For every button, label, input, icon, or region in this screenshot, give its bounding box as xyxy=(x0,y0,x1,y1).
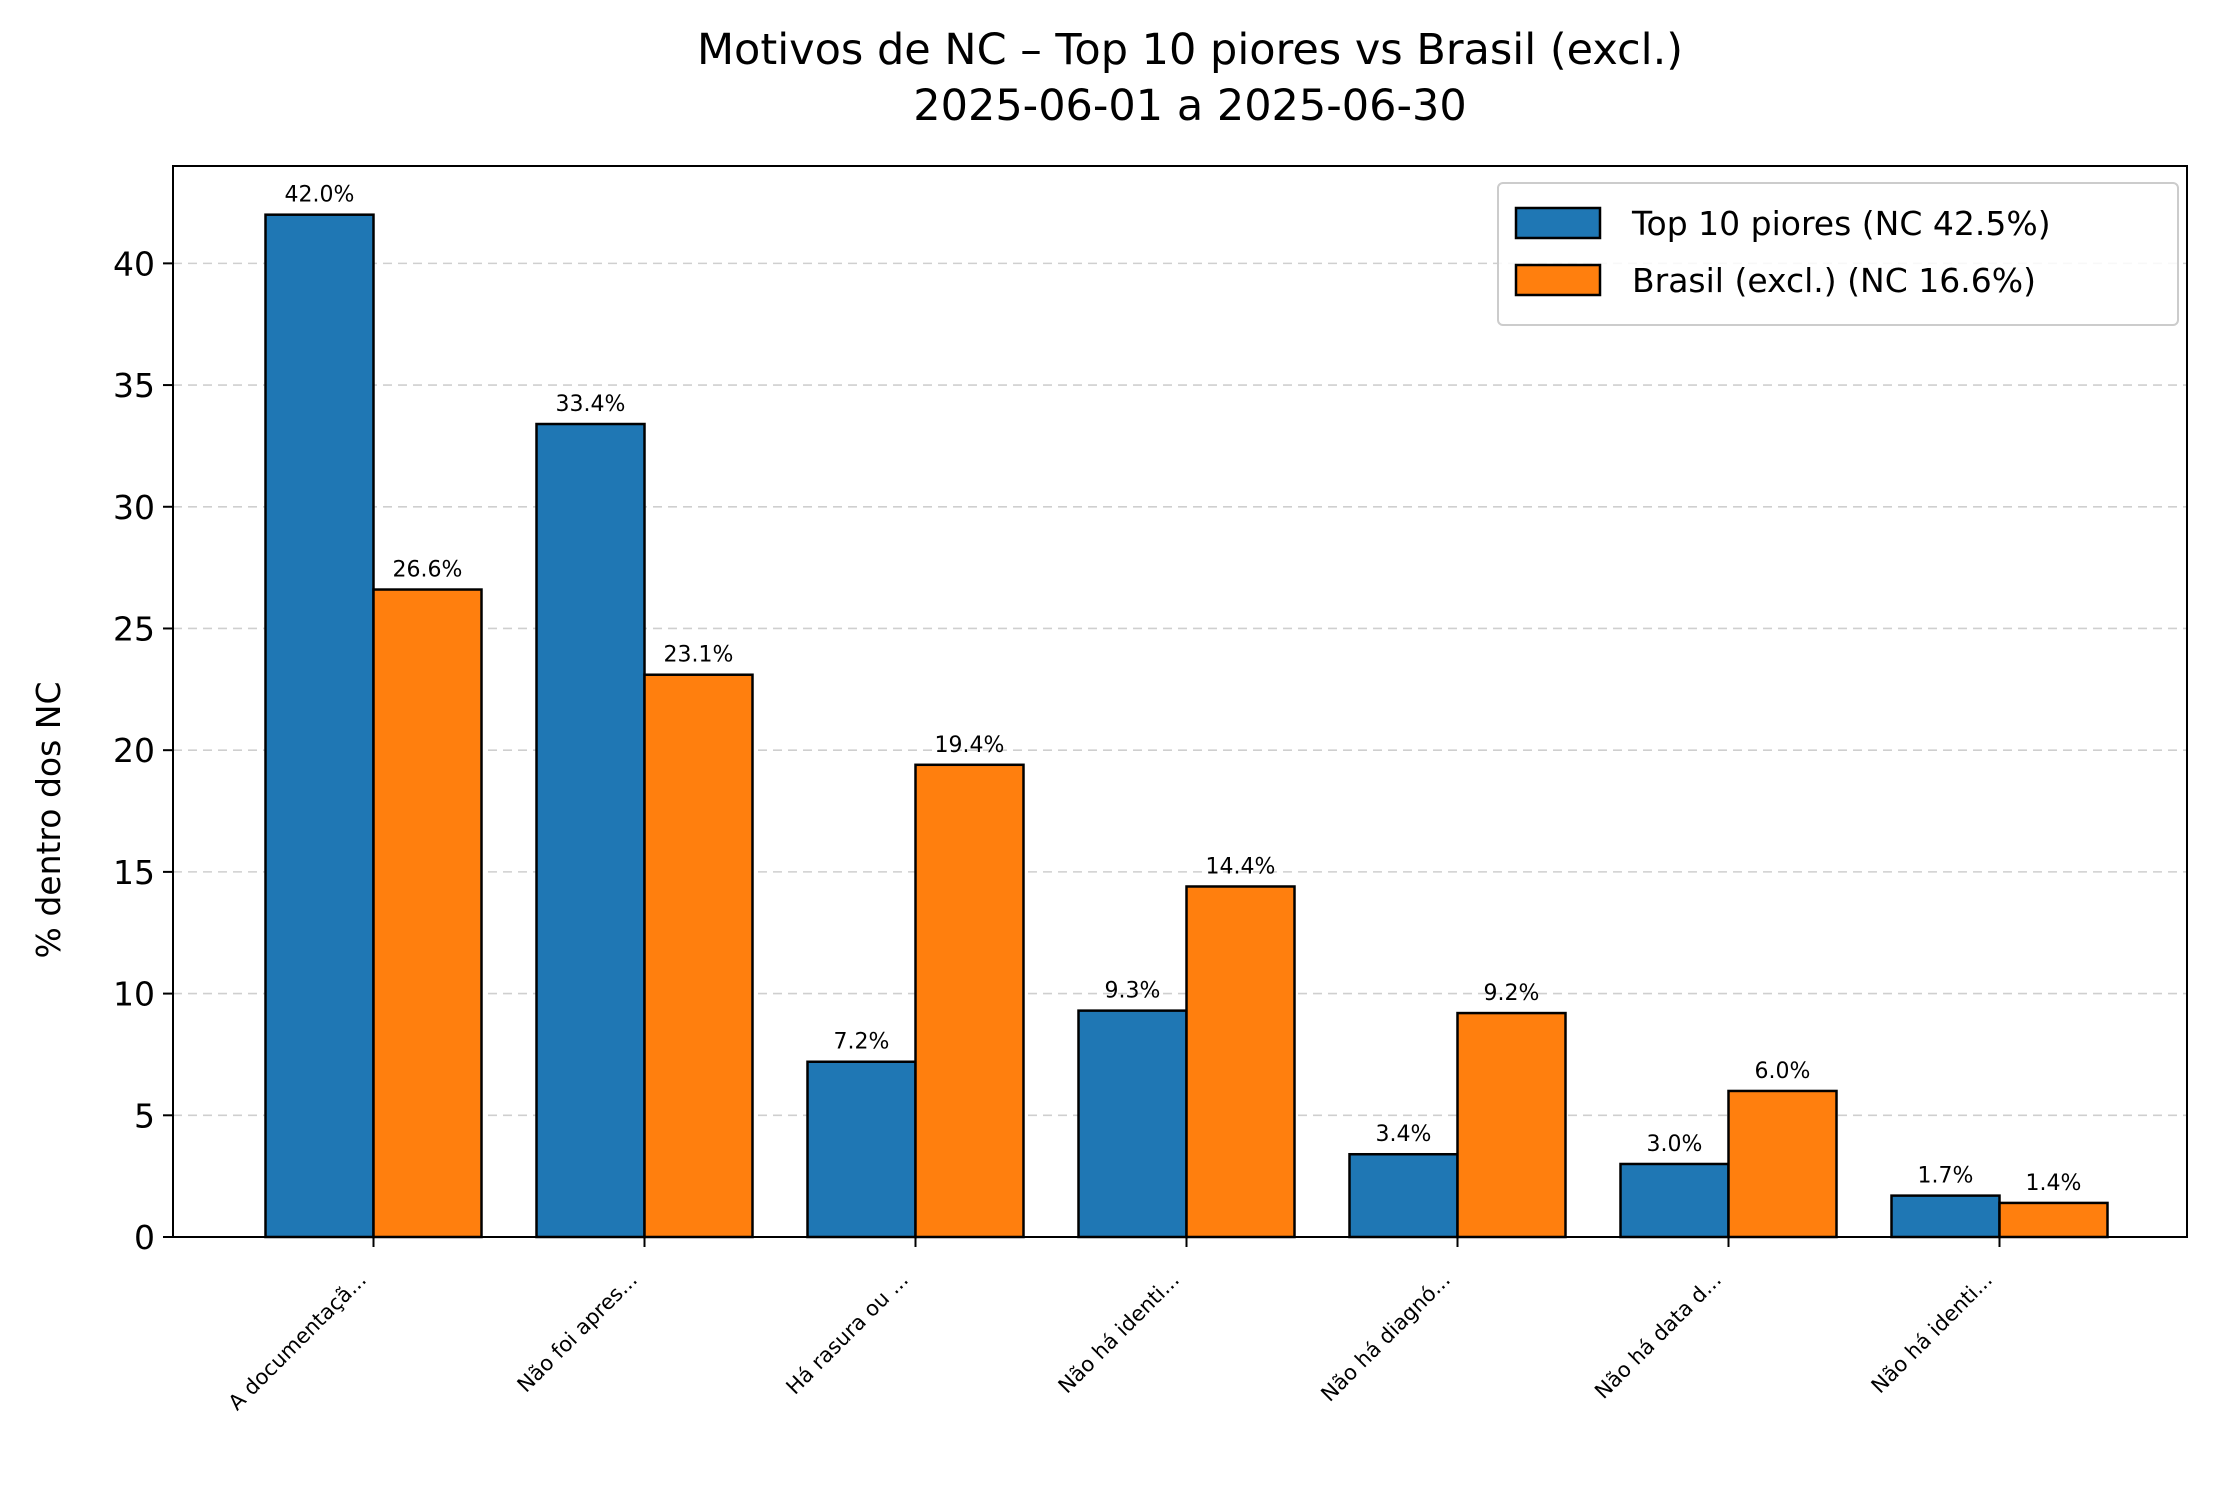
x-tick-label: A documentaçã... xyxy=(224,1268,371,1415)
legend-box xyxy=(1497,182,2179,326)
bar-top10 xyxy=(264,213,375,1239)
x-tick-label: Não foi apres... xyxy=(513,1268,642,1397)
data-label: 14.4% xyxy=(1206,854,1276,879)
bar-top10 xyxy=(1348,1152,1459,1239)
legend-label: Top 10 piores (NC 42.5%) xyxy=(1631,204,2051,243)
bar-brasil xyxy=(1727,1089,1838,1239)
bar-brasil xyxy=(914,763,1025,1239)
data-label: 3.0% xyxy=(1647,1132,1703,1157)
bar-brasil xyxy=(1185,885,1296,1239)
data-label: 9.2% xyxy=(1484,981,1540,1006)
chart-subtitle: 2025-06-01 a 2025-06-30 xyxy=(913,81,1466,131)
legend-swatch xyxy=(1514,263,1602,297)
bar-top10 xyxy=(1890,1194,2001,1239)
data-label: 7.2% xyxy=(834,1030,890,1055)
y-tick-label: 35 xyxy=(113,366,155,405)
data-label: 19.4% xyxy=(935,733,1005,758)
y-tick-label: 0 xyxy=(134,1218,155,1257)
data-label: 26.6% xyxy=(393,558,463,583)
data-label: 6.0% xyxy=(1755,1059,1811,1084)
x-tick-label: Não há diagnó... xyxy=(1316,1268,1455,1407)
data-label: 33.4% xyxy=(556,392,626,417)
bar-brasil xyxy=(372,588,483,1239)
bar-top10 xyxy=(1077,1009,1188,1239)
data-label: 1.4% xyxy=(2026,1171,2082,1196)
bar-top10 xyxy=(535,422,646,1239)
bar-brasil xyxy=(1456,1011,1567,1239)
bars xyxy=(264,213,2109,1239)
data-label: 23.1% xyxy=(664,643,734,668)
bar-brasil xyxy=(1998,1201,2109,1239)
bar-top10 xyxy=(806,1060,917,1239)
x-tick-label: Não há identi... xyxy=(1867,1268,1997,1398)
bar-top10 xyxy=(1619,1162,1730,1239)
legend-label: Brasil (excl.) (NC 16.6%) xyxy=(1632,261,2036,300)
legend: Top 10 piores (NC 42.5%) Brasil (excl.) (… xyxy=(1497,182,2179,326)
y-tick-label: 30 xyxy=(113,488,155,527)
y-tick-label: 25 xyxy=(113,609,155,648)
y-tick-label: 20 xyxy=(113,731,155,770)
chart-title: Motivos de NC – Top 10 piores vs Brasil … xyxy=(697,25,1683,75)
y-tick-label: 5 xyxy=(134,1096,155,1135)
grid-lines xyxy=(173,262,2187,1117)
y-tick-label: 10 xyxy=(113,975,155,1014)
y-axis-label: % dentro dos NC xyxy=(29,681,68,958)
legend-swatch xyxy=(1514,206,1602,240)
x-tick-label: Há rasura ou ... xyxy=(781,1268,913,1400)
data-label: 42.0% xyxy=(285,183,355,208)
bar-brasil xyxy=(643,673,754,1239)
data-label: 3.4% xyxy=(1376,1122,1432,1147)
y-tick-label: 15 xyxy=(113,853,155,892)
x-tick-label: Não há identi... xyxy=(1054,1268,1184,1398)
data-label: 1.7% xyxy=(1918,1164,1974,1189)
data-label: 9.3% xyxy=(1105,979,1161,1004)
plot-frame xyxy=(172,165,2188,1238)
y-tick-label: 40 xyxy=(113,244,155,283)
x-tick-label: Não há data d... xyxy=(1590,1268,1726,1404)
data-labels: 42.0% 26.6% 33.4% 23.1% 7.2% 19.4% 9.3% 14.4% 3.… xyxy=(285,183,2082,1196)
